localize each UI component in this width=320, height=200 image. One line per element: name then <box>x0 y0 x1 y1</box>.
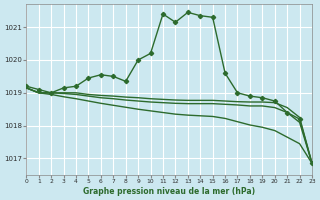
X-axis label: Graphe pression niveau de la mer (hPa): Graphe pression niveau de la mer (hPa) <box>83 187 255 196</box>
